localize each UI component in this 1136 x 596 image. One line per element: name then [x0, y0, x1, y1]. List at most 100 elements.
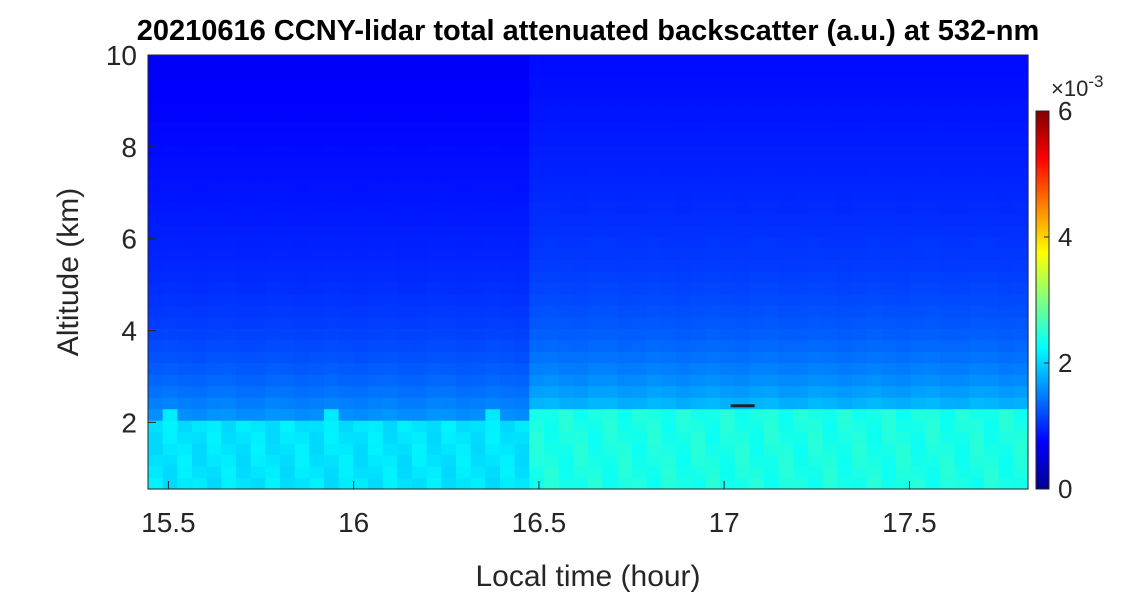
heatmap-cell — [382, 213, 398, 226]
heatmap-cell — [324, 454, 340, 467]
heatmap-cell — [764, 477, 780, 490]
heatmap-cell — [192, 443, 208, 456]
heatmap-cell — [250, 156, 266, 169]
heatmap-cell — [544, 477, 560, 490]
heatmap-cell — [764, 110, 780, 123]
heatmap-cell — [544, 224, 560, 238]
heatmap-cell — [456, 351, 472, 364]
heatmap-cell — [822, 408, 838, 421]
heatmap-cell — [764, 466, 780, 479]
heatmap-cell — [324, 362, 340, 375]
heatmap-cell — [705, 316, 721, 329]
heatmap-cell — [265, 87, 281, 100]
heatmap-cell — [866, 466, 882, 479]
heatmap-cell — [294, 259, 310, 272]
heatmap-cell — [910, 236, 926, 249]
heatmap-cell — [148, 144, 164, 157]
heatmap-cell — [324, 167, 340, 180]
heatmap-cell — [720, 270, 736, 283]
heatmap-cell — [954, 351, 970, 364]
heatmap-cell — [646, 121, 662, 134]
heatmap-cell — [808, 179, 824, 192]
heatmap-cell — [236, 236, 252, 249]
heatmap-cell — [221, 98, 237, 111]
heatmap-cell — [470, 247, 486, 260]
heatmap-cell — [353, 270, 369, 283]
heatmap-cell — [514, 247, 530, 260]
heatmap-cell — [514, 282, 530, 295]
heatmap-cell — [690, 477, 706, 490]
heatmap-cell — [676, 64, 692, 77]
heatmap-cell — [984, 443, 1000, 456]
heatmap-cell — [778, 397, 794, 410]
heatmap-cell — [984, 305, 1000, 318]
heatmap-cell — [969, 179, 985, 192]
heatmap-cell — [998, 339, 1014, 352]
heatmap-cell — [632, 374, 648, 387]
heatmap-cell — [280, 179, 296, 192]
heatmap-cell — [661, 454, 677, 467]
heatmap-cell — [925, 167, 941, 180]
heatmap-cell — [866, 179, 882, 192]
heatmap-cell — [412, 259, 428, 272]
heatmap-cell — [558, 55, 574, 65]
heatmap-cell — [793, 420, 809, 433]
heatmap-cell — [558, 351, 574, 364]
heatmap-cell — [749, 293, 765, 306]
heatmap-cell — [485, 179, 501, 192]
heatmap-cell — [470, 408, 486, 421]
heatmap-cell — [148, 247, 164, 260]
heatmap-cell — [998, 385, 1014, 398]
heatmap-cell — [1013, 362, 1029, 375]
heatmap-cell — [206, 167, 222, 180]
heatmap-cell — [558, 167, 574, 180]
heatmap-cell — [793, 55, 809, 65]
heatmap-cell — [896, 431, 912, 444]
heatmap-cell — [896, 236, 912, 249]
heatmap-cell — [749, 121, 765, 134]
heatmap-cell — [148, 328, 164, 341]
heatmap-cell — [881, 121, 897, 134]
heatmap-cell — [177, 293, 193, 306]
heatmap-cell — [910, 293, 926, 306]
heatmap-cell — [162, 247, 178, 260]
heatmap-cell — [852, 156, 868, 169]
heatmap-cell — [221, 213, 237, 226]
heatmap-cell — [588, 121, 604, 134]
heatmap-cell — [676, 443, 692, 456]
heatmap-cell — [793, 351, 809, 364]
heatmap-cell — [309, 362, 325, 375]
heatmap-cell — [221, 454, 237, 467]
heatmap-cell — [309, 213, 325, 226]
heatmap-cell — [954, 443, 970, 456]
heatmap-cell — [749, 454, 765, 467]
heatmap-cell — [676, 397, 692, 410]
heatmap-cell — [705, 385, 721, 398]
heatmap-cell — [925, 236, 941, 249]
heatmap-cell — [294, 454, 310, 467]
heatmap-cell — [162, 156, 178, 169]
heatmap-cell — [749, 87, 765, 100]
heatmap-cell — [705, 121, 721, 134]
heatmap-cell — [353, 282, 369, 295]
heatmap-cell — [720, 110, 736, 123]
heatmap-cell — [485, 87, 501, 100]
heatmap-cell — [324, 305, 340, 318]
heatmap-cell — [602, 156, 618, 169]
heatmap-cell — [808, 213, 824, 226]
heatmap-cell — [881, 144, 897, 157]
heatmap-cell — [984, 316, 1000, 329]
heatmap-cell — [500, 236, 516, 249]
heatmap-cell — [602, 55, 618, 65]
heatmap-cell — [162, 236, 178, 249]
heatmap-cell — [837, 477, 853, 490]
heatmap-cell — [368, 98, 384, 111]
x-axis-label: Local time (hour) — [475, 560, 700, 593]
heatmap-cell — [162, 454, 178, 467]
heatmap-cell — [456, 259, 472, 272]
heatmap-cell — [324, 224, 340, 238]
heatmap-cell — [602, 385, 618, 398]
heatmap-cell — [324, 64, 340, 77]
